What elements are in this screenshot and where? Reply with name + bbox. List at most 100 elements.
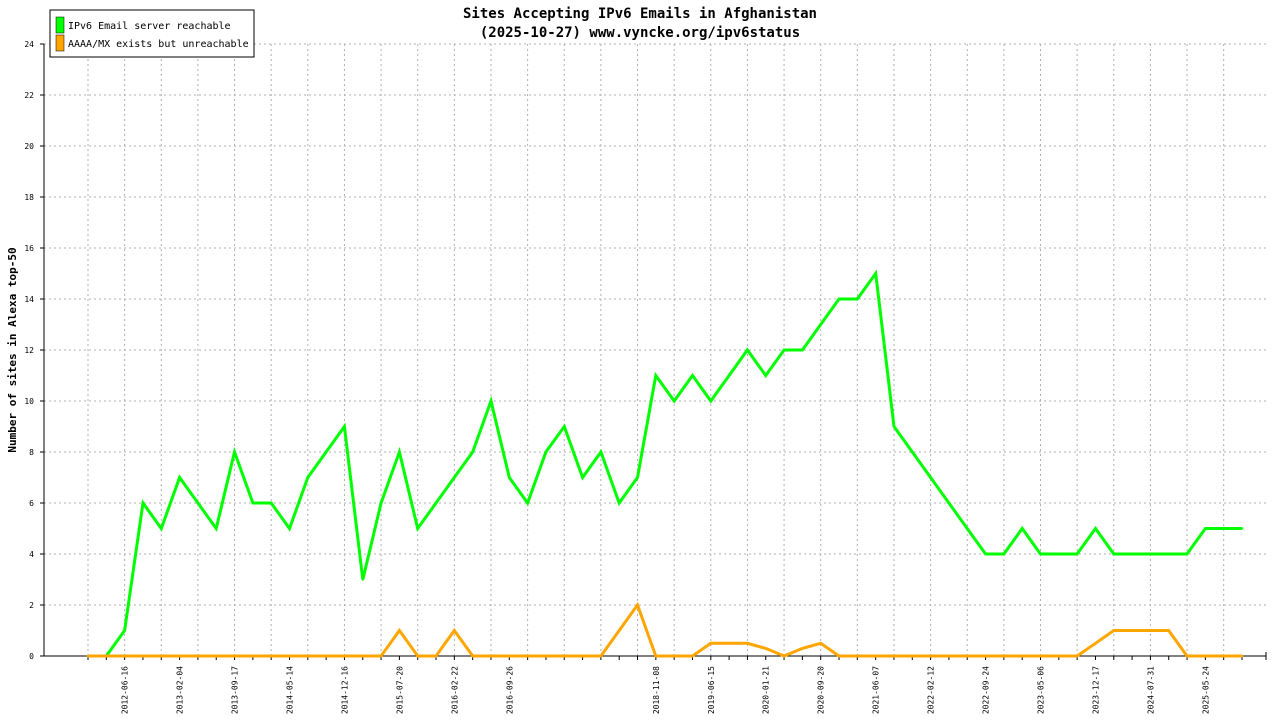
legend-swatch-reachable: [55, 16, 65, 34]
x-tick-label: 2024-07-31: [1146, 666, 1155, 714]
data-point-reachable: [1039, 552, 1042, 556]
data-point-unreachable: [599, 654, 603, 658]
y-axis-title: Number of sites in Alexa top-50: [6, 247, 19, 452]
y-tick-label: 12: [24, 346, 34, 355]
data-point-unreachable: [1075, 654, 1079, 658]
data-point-unreachable: [618, 629, 621, 632]
data-point-unreachable: [160, 654, 163, 658]
data-point-unreachable: [654, 654, 658, 658]
x-tick-label: 2020-01-21: [762, 666, 771, 714]
data-point-unreachable: [929, 654, 932, 658]
data-point-unreachable: [1222, 654, 1225, 658]
data-point-unreachable: [801, 647, 804, 650]
data-point-reachable: [782, 348, 786, 352]
data-point-unreachable: [343, 654, 346, 658]
y-tick-label: 6: [29, 499, 34, 508]
x-tick-label: 2021-06-07: [872, 666, 881, 714]
data-point-reachable: [416, 527, 419, 530]
y-tick-label: 24: [24, 40, 34, 49]
data-point-unreachable: [251, 654, 255, 658]
y-tick-label: 20: [24, 142, 34, 151]
data-point-unreachable: [727, 642, 731, 645]
y-tick-label: 4: [29, 550, 34, 559]
data-point-reachable: [196, 501, 200, 505]
y-tick-label: 16: [24, 244, 34, 253]
data-point-reachable: [911, 450, 914, 454]
data-point-unreachable: [819, 642, 822, 645]
data-point-reachable: [288, 527, 291, 530]
x-tick-label: 2014-12-16: [340, 666, 349, 714]
data-point-reachable: [508, 476, 511, 479]
data-point-reachable: [471, 450, 474, 454]
data-point-unreachable: [398, 629, 401, 632]
data-point-reachable: [691, 374, 694, 377]
chart-subtitle: (2025-10-27) www.vyncke.org/ipv6status: [480, 25, 800, 41]
data-point-reachable: [563, 425, 566, 428]
data-point-reachable: [526, 501, 529, 505]
data-point-unreachable: [782, 654, 786, 658]
data-point-unreachable: [672, 654, 676, 658]
x-tick-label: 2015-07-20: [395, 666, 404, 714]
y-tick-label: 8: [29, 448, 34, 457]
data-point-reachable: [581, 476, 584, 479]
x-tick-label: 2022-02-12: [927, 666, 936, 714]
data-point-unreachable: [1240, 654, 1244, 658]
data-point-reachable: [1094, 527, 1097, 530]
data-point-reachable: [251, 501, 255, 505]
x-tick-label: 2013-09-17: [231, 666, 240, 714]
data-point-reachable: [837, 297, 841, 301]
data-point-unreachable: [544, 654, 548, 658]
data-point-reachable: [709, 399, 712, 403]
x-tick-label: 2020-09-20: [817, 666, 826, 714]
data-point-reachable: [489, 399, 493, 403]
data-point-reachable: [819, 323, 822, 326]
data-point-reachable: [215, 527, 218, 530]
grid: [44, 43, 1266, 657]
data-point-unreachable: [746, 642, 749, 645]
data-point-unreachable: [526, 654, 529, 658]
data-point-reachable: [343, 425, 346, 428]
data-point-reachable: [1167, 552, 1170, 556]
data-point-unreachable: [947, 654, 951, 658]
data-point-unreachable: [966, 654, 969, 658]
data-point-reachable: [178, 476, 181, 479]
data-point-unreachable: [636, 603, 639, 607]
x-tick-label: 2016-09-26: [505, 666, 514, 714]
data-point-unreachable: [1185, 654, 1189, 658]
data-point-reachable: [636, 476, 639, 479]
data-point-reachable: [1149, 552, 1152, 556]
data-point-unreachable: [141, 654, 145, 658]
data-point-unreachable: [856, 654, 859, 658]
x-tick-label: 2012-06-16: [121, 666, 130, 714]
data-point-reachable: [269, 501, 273, 505]
x-tick-label: 2016-02-22: [450, 666, 459, 714]
data-point-unreachable: [196, 654, 200, 658]
data-point-unreachable: [86, 654, 90, 658]
data-point-unreachable: [984, 654, 987, 658]
data-point-reachable: [1057, 552, 1061, 556]
data-point-reachable: [984, 552, 987, 556]
data-point-reachable: [1185, 552, 1189, 556]
data-point-unreachable: [123, 654, 126, 658]
data-point-reachable: [618, 501, 621, 505]
data-point-reachable: [727, 374, 731, 377]
data-point-reachable: [233, 450, 236, 454]
data-point-reachable: [434, 501, 438, 505]
data-point-reachable: [1020, 527, 1024, 530]
data-point-unreachable: [911, 654, 914, 658]
data-point-unreachable: [416, 654, 419, 658]
data-point-unreachable: [874, 654, 877, 658]
data-point-reachable: [306, 476, 310, 479]
x-tick-label: 2013-02-04: [176, 666, 185, 714]
y-tick-label: 0: [29, 652, 34, 661]
data-point-unreachable: [837, 654, 841, 658]
data-point-unreachable: [1020, 654, 1024, 658]
data-point-reachable: [1222, 527, 1225, 530]
data-point-reachable: [1204, 527, 1207, 530]
data-point-unreachable: [471, 654, 474, 658]
data-point-unreachable: [764, 647, 767, 650]
data-point-reachable: [929, 476, 932, 479]
